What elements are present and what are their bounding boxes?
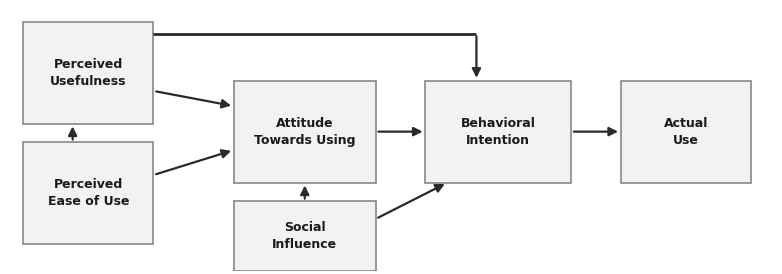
FancyBboxPatch shape <box>425 81 571 183</box>
FancyBboxPatch shape <box>23 142 153 244</box>
Text: Perceived
Usefulness: Perceived Usefulness <box>50 58 127 88</box>
Text: Actual
Use: Actual Use <box>664 117 708 147</box>
FancyBboxPatch shape <box>234 201 375 271</box>
FancyBboxPatch shape <box>621 81 752 183</box>
FancyBboxPatch shape <box>234 81 375 183</box>
Text: Perceived
Ease of Use: Perceived Ease of Use <box>48 178 129 209</box>
Text: Social
Influence: Social Influence <box>272 221 337 251</box>
FancyBboxPatch shape <box>23 22 153 124</box>
Text: Attitude
Towards Using: Attitude Towards Using <box>254 117 356 147</box>
Text: Behavioral
Intention: Behavioral Intention <box>461 117 536 147</box>
